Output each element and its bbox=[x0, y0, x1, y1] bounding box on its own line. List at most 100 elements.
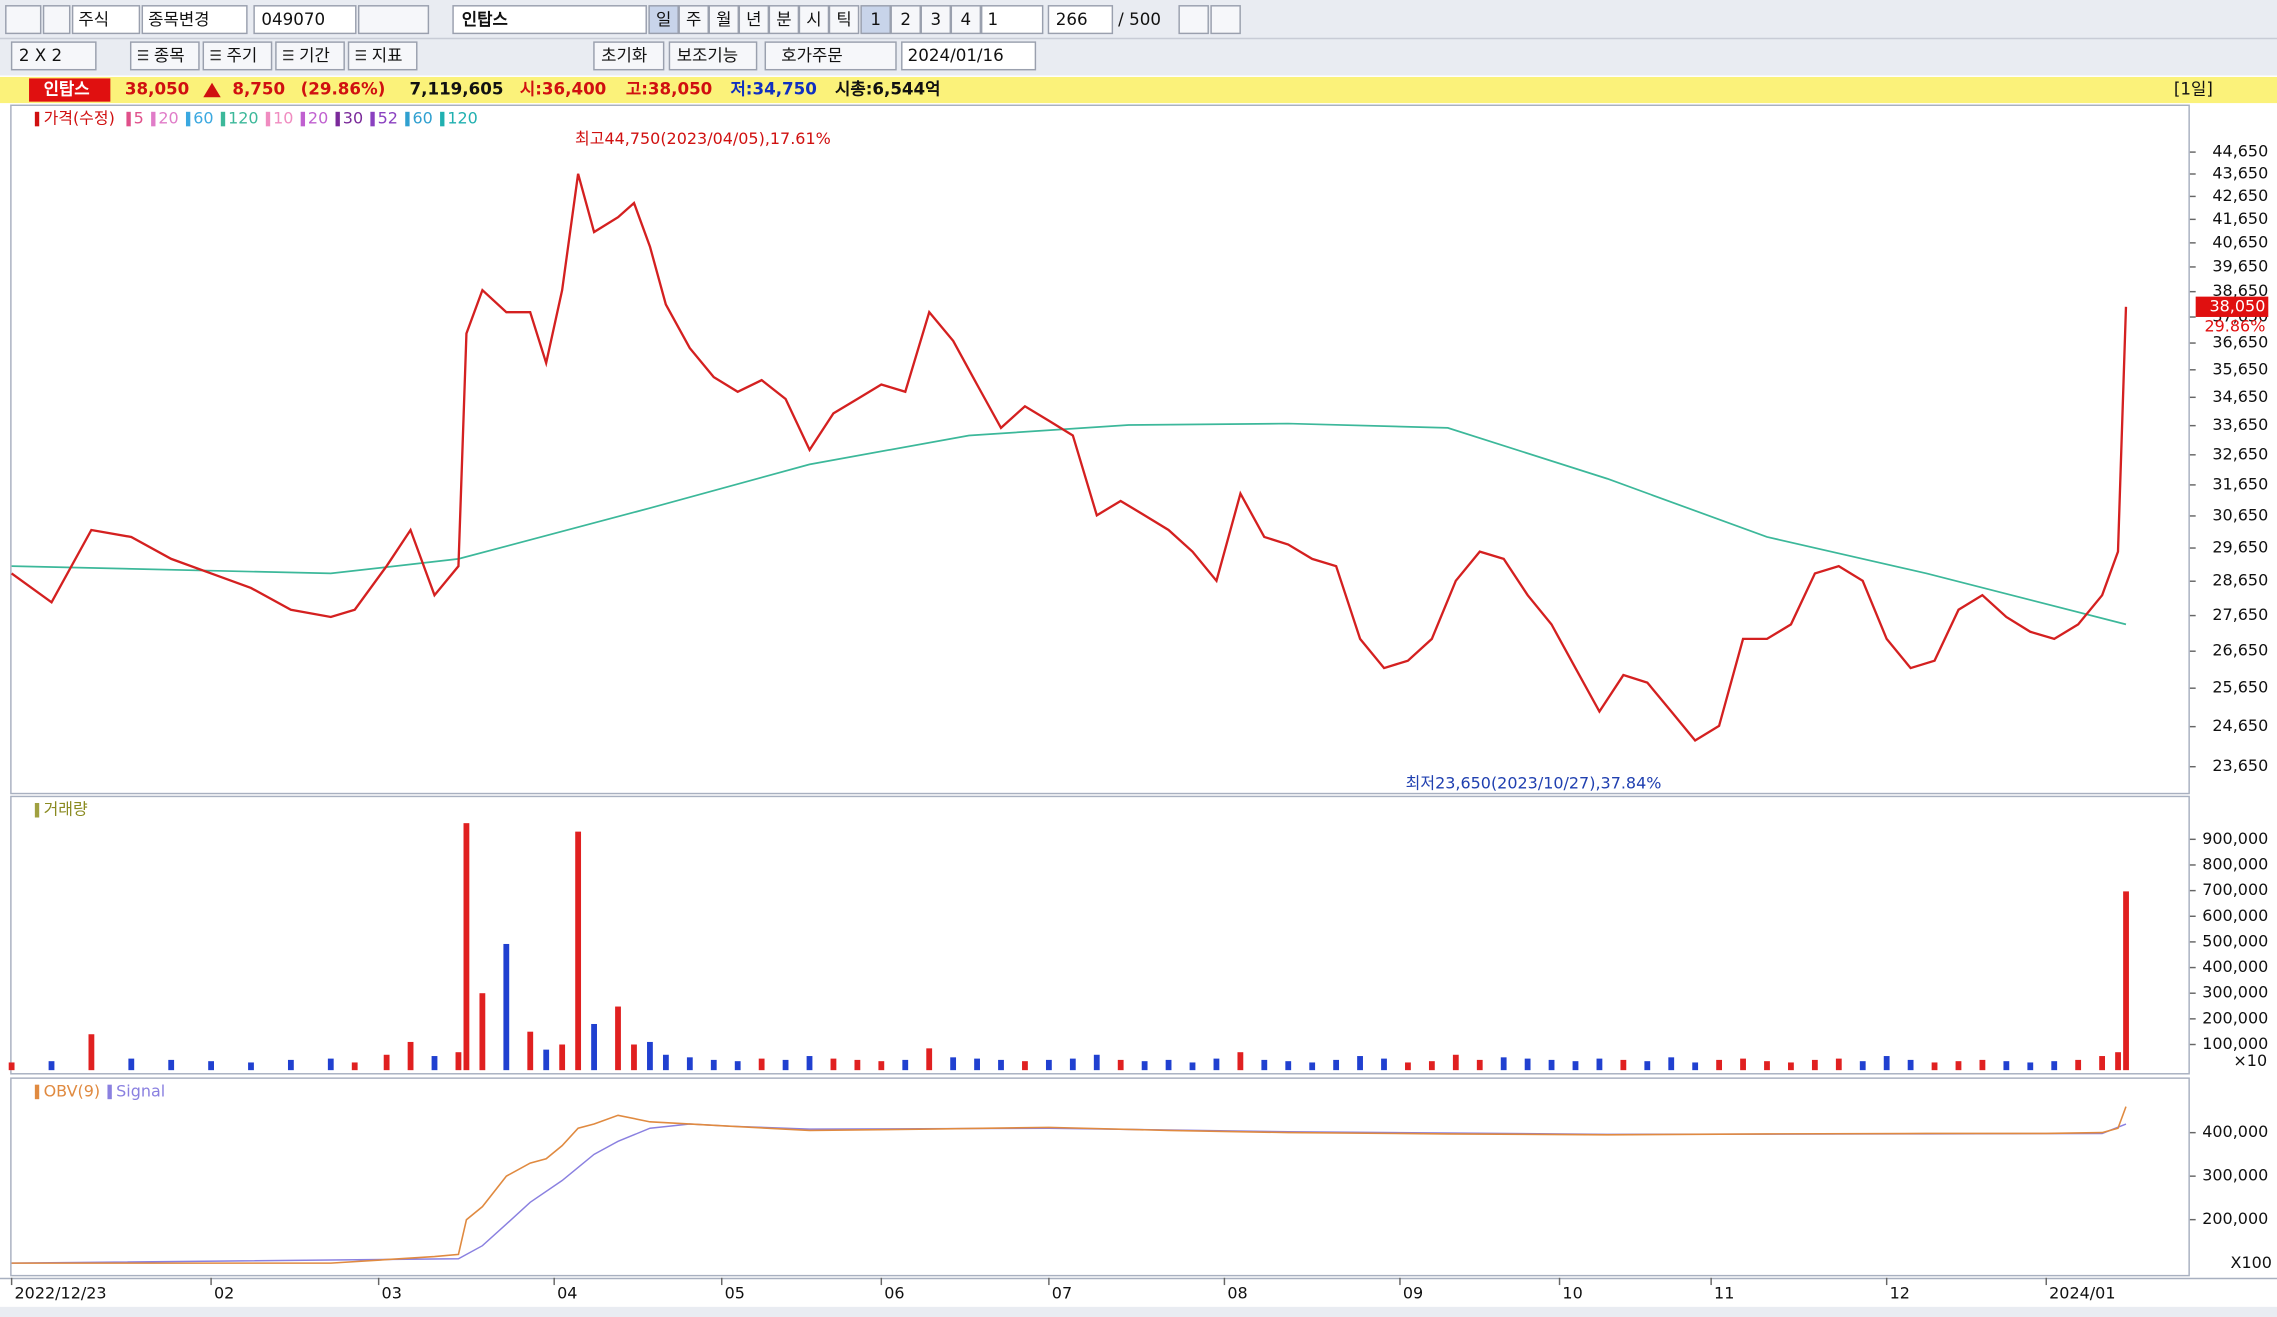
search-buttons[interactable] bbox=[357, 5, 430, 35]
volume-panel bbox=[10, 795, 2190, 1075]
period: 일 bbox=[656, 10, 671, 29]
order-button[interactable] bbox=[764, 41, 897, 71]
y-tick-label: 34,650 bbox=[2212, 387, 2268, 406]
period: 틱 bbox=[836, 10, 851, 29]
layout: 2 bbox=[900, 10, 911, 29]
volume-bar bbox=[2123, 891, 2129, 1071]
volume-bar bbox=[431, 1056, 438, 1071]
legend-entry: 5 bbox=[134, 109, 144, 128]
date-input[interactable] bbox=[901, 41, 1037, 71]
y-tick-label: 29,650 bbox=[2212, 538, 2268, 557]
period-button[interactable] bbox=[798, 5, 830, 35]
period: 월 bbox=[716, 10, 731, 29]
grid-button[interactable] bbox=[10, 41, 97, 71]
volume-bar bbox=[1644, 1061, 1651, 1071]
volume-bar bbox=[407, 1041, 414, 1071]
volume-bar bbox=[1333, 1059, 1340, 1071]
volume-bar bbox=[527, 1031, 534, 1071]
volume-bar bbox=[1428, 1061, 1435, 1071]
period: 년 bbox=[746, 10, 761, 29]
legend-entry: 60 bbox=[412, 109, 432, 128]
volume-bar bbox=[1572, 1061, 1579, 1071]
y-tick-label: 23,650 bbox=[2212, 756, 2268, 775]
y-tick-label: 100,000 bbox=[2202, 1034, 2268, 1053]
name-badge bbox=[29, 78, 111, 102]
volume-bar bbox=[902, 1059, 909, 1071]
up-button[interactable] bbox=[42, 5, 71, 35]
code-input[interactable] bbox=[253, 5, 357, 35]
period-button[interactable] bbox=[708, 5, 740, 35]
x-tick-label: 2022/12/23 bbox=[15, 1283, 107, 1302]
legend-entry: 20 bbox=[308, 109, 328, 128]
reset-button[interactable] bbox=[593, 41, 665, 71]
high-note: 최고44,750(2023/04/05),17.61% bbox=[575, 129, 831, 148]
layout-button[interactable] bbox=[950, 5, 982, 35]
legend-entry: 52 bbox=[378, 109, 398, 128]
volume-bar bbox=[686, 1057, 693, 1071]
layout-button[interactable] bbox=[890, 5, 921, 35]
layout-button[interactable] bbox=[920, 5, 952, 35]
new-window-button[interactable] bbox=[1178, 5, 1209, 35]
volume-bar bbox=[575, 831, 582, 1071]
obv-panel bbox=[10, 1077, 2190, 1277]
period-button[interactable] bbox=[768, 5, 800, 35]
volume-bar bbox=[1357, 1056, 1363, 1071]
layout-button[interactable] bbox=[860, 5, 891, 35]
y-tick-label: 32,650 bbox=[2212, 444, 2268, 463]
period-button[interactable] bbox=[738, 5, 770, 35]
volume-bar bbox=[248, 1062, 254, 1071]
legend-marker bbox=[335, 111, 340, 127]
legend-marker bbox=[34, 111, 40, 127]
change-item-select[interactable] bbox=[141, 5, 248, 35]
volume-bar bbox=[2075, 1059, 2082, 1071]
volume-bar bbox=[1716, 1059, 1723, 1071]
current-price-tag bbox=[2195, 296, 2269, 317]
period-button[interactable] bbox=[828, 5, 860, 35]
period-button[interactable] bbox=[648, 5, 679, 35]
volume-bar bbox=[1093, 1054, 1100, 1071]
volume-bar bbox=[503, 943, 510, 1071]
volume-bar bbox=[463, 823, 470, 1071]
save-button[interactable] bbox=[1210, 5, 1241, 35]
volume-bar bbox=[1022, 1061, 1028, 1071]
volume-bar bbox=[710, 1059, 717, 1071]
info-change-rate: (29.86%) bbox=[301, 80, 386, 99]
aux-button[interactable] bbox=[668, 41, 758, 71]
count-input[interactable] bbox=[1047, 5, 1114, 35]
legend-entry: 10 bbox=[273, 109, 293, 128]
interval-input[interactable] bbox=[980, 5, 1044, 35]
legend-entry: 20 bbox=[158, 109, 178, 128]
volume-bar bbox=[1979, 1059, 1986, 1071]
x-tick-label: 06 bbox=[884, 1283, 904, 1302]
scrollbar[interactable] bbox=[0, 1306, 2277, 1317]
volume-bar bbox=[168, 1059, 175, 1071]
interval: 1 bbox=[987, 10, 998, 29]
volume-bar bbox=[383, 1054, 390, 1071]
y-tick-label: 400,000 bbox=[2202, 1122, 2268, 1141]
volume-bar bbox=[1931, 1062, 1938, 1071]
period-button[interactable] bbox=[678, 5, 709, 35]
volume-bar bbox=[2003, 1061, 2010, 1071]
menu-button[interactable] bbox=[5, 5, 42, 35]
x-tick-label: 11 bbox=[1714, 1283, 1734, 1302]
volume-bar bbox=[1907, 1059, 1914, 1071]
y-tick-label: 26,650 bbox=[2212, 641, 2268, 660]
market-select[interactable] bbox=[71, 5, 141, 35]
count: 266 bbox=[1056, 10, 1088, 29]
volume-bar bbox=[1764, 1061, 1770, 1071]
volume-bar bbox=[208, 1061, 214, 1071]
info-volume: 7,119,605 bbox=[410, 80, 504, 99]
y-tick-label: 35,650 bbox=[2212, 359, 2268, 378]
legend-entry: 120 bbox=[447, 109, 477, 128]
volume-bar bbox=[1069, 1058, 1076, 1071]
menu: 종목 bbox=[154, 46, 185, 65]
volume-bar bbox=[647, 1041, 653, 1071]
volume-bar bbox=[559, 1044, 566, 1071]
menu: 지표 bbox=[372, 46, 403, 65]
volume-bar bbox=[591, 1023, 597, 1071]
y-tick-label: 800,000 bbox=[2202, 854, 2268, 873]
low-note: 최저23,650(2023/10/27),37.84% bbox=[1406, 774, 1662, 793]
order: 호가주문 bbox=[781, 46, 842, 65]
